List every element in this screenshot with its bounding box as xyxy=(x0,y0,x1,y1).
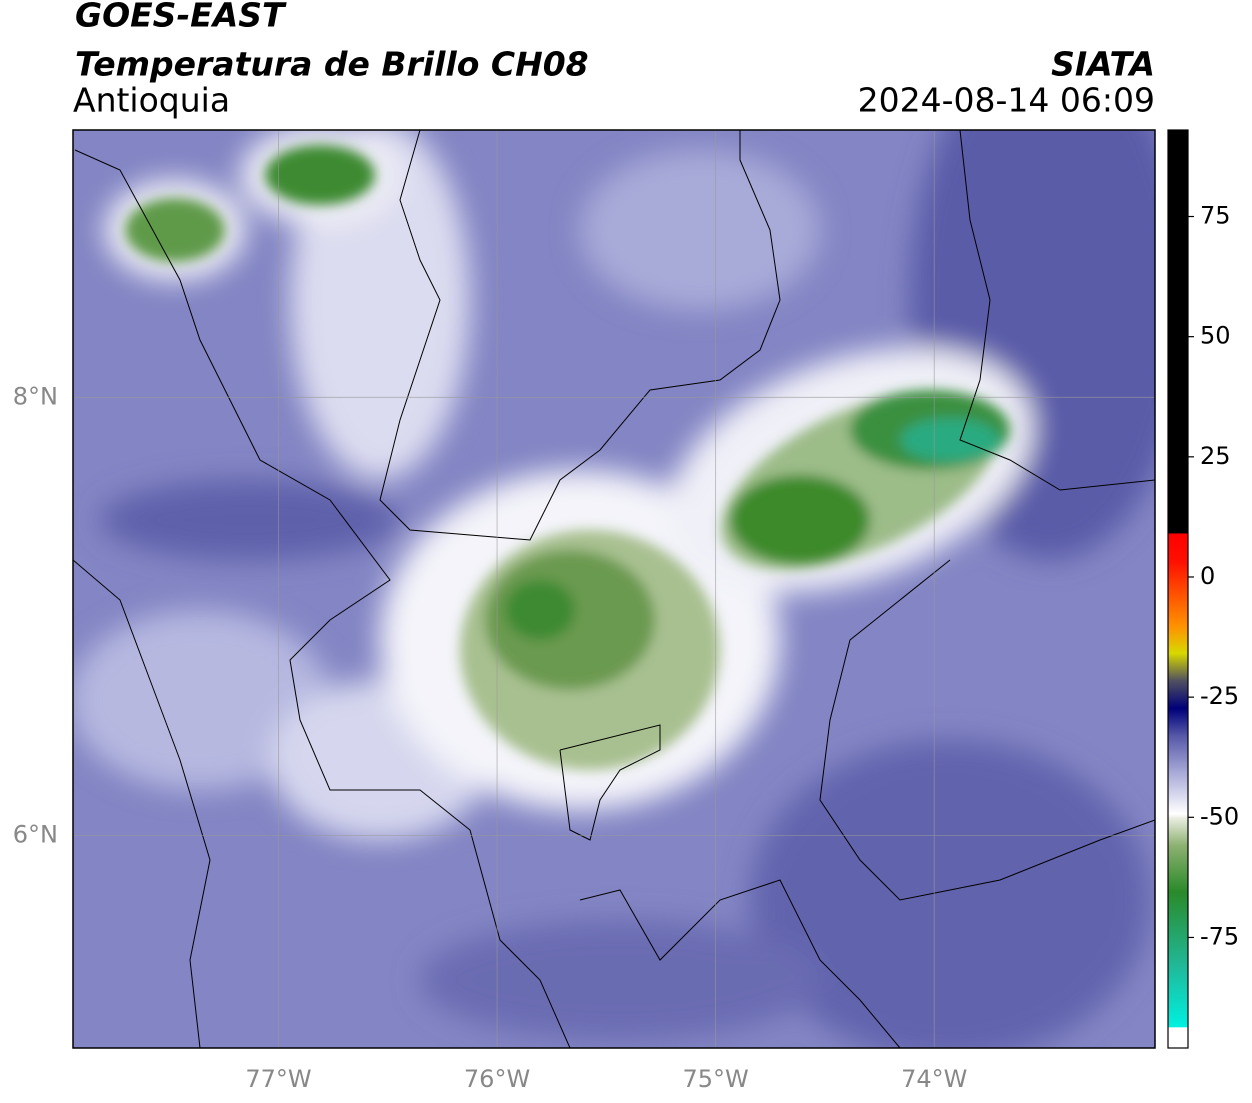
colorbar-ticks: 75 50 25 0 -25 -50 -75 xyxy=(1188,202,1239,950)
graticule xyxy=(73,130,1155,1048)
subtitle: Temperatura de Brillo CH08 xyxy=(75,45,589,84)
lon-label: 75°W xyxy=(683,1065,749,1093)
colorbar-label: 0 xyxy=(1200,562,1215,590)
region: Antioquia xyxy=(73,81,230,120)
title: GOES-EAST xyxy=(75,0,287,35)
colorbar-label: -75 xyxy=(1200,922,1239,950)
map-frame xyxy=(72,129,1156,1049)
lon-label: 76°W xyxy=(464,1065,530,1093)
satellite-image xyxy=(73,130,1155,1048)
colorbar-label: 50 xyxy=(1200,322,1231,350)
colorbar xyxy=(1167,129,1189,1049)
lat-label: 6°N xyxy=(13,820,58,848)
colorbar-label: -50 xyxy=(1200,802,1239,830)
source: SIATA xyxy=(1051,45,1155,84)
datetime: 2024-08-14 06:09 xyxy=(858,81,1155,120)
colorbar-label: 75 xyxy=(1200,202,1231,230)
lat-label: 8°N xyxy=(13,382,58,410)
colorbar-label: -25 xyxy=(1200,682,1239,710)
lon-label: 74°W xyxy=(901,1065,967,1093)
colorbar-label: 25 xyxy=(1200,442,1231,470)
lon-label: 77°W xyxy=(245,1065,311,1093)
